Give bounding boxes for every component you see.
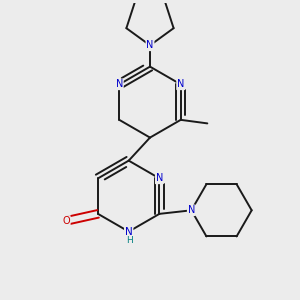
Text: N: N bbox=[146, 40, 154, 50]
Text: N: N bbox=[156, 173, 163, 183]
Text: N: N bbox=[125, 226, 133, 237]
Text: O: O bbox=[62, 216, 70, 226]
Text: N: N bbox=[177, 80, 184, 89]
Text: H: H bbox=[126, 236, 132, 245]
Text: N: N bbox=[116, 80, 123, 89]
Text: N: N bbox=[188, 205, 195, 215]
